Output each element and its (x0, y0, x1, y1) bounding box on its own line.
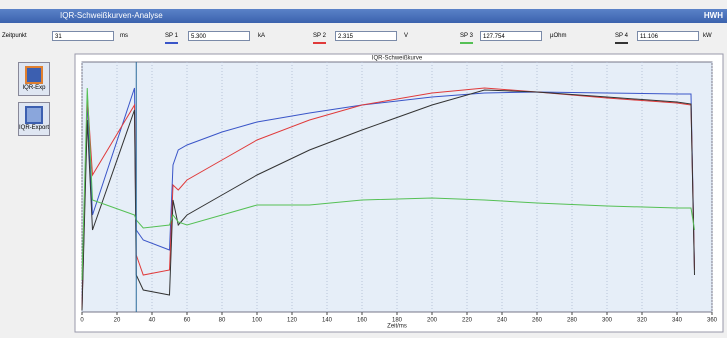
button-label: IQR-Export (19, 125, 50, 131)
field-unit: kW (703, 33, 712, 39)
chart: IQR-Schweißkurve 0 20 40 60 80 100 120 140 160 180… (74, 53, 724, 333)
x-tick-label: 80 (219, 318, 226, 324)
x-tick-label: 160 (357, 318, 368, 324)
export-button[interactable]: IQR-Export (18, 102, 50, 136)
field-value[interactable]: 11.106 (637, 31, 699, 41)
x-tick-label: 200 (427, 318, 438, 324)
field-value[interactable]: 31 (52, 31, 114, 41)
x-tick-label: 320 (637, 318, 648, 324)
series-line (81, 89, 695, 311)
side-panel: IQR-Exp IQR-Export (0, 48, 72, 338)
field-unit: kA (258, 33, 266, 39)
x-tick-label: 100 (252, 318, 263, 324)
window-title: IQR-Schweißkurven-Analyse (60, 11, 163, 20)
field-unit: ms (120, 33, 128, 39)
x-tick-label: 120 (287, 318, 298, 324)
corner-label: HWH (703, 11, 723, 20)
field-label: SP 3 (460, 30, 473, 44)
field-unit: V (404, 33, 409, 39)
chart-title: IQR-Schweißkurve (372, 56, 423, 62)
x-tick-label: 40 (149, 318, 156, 324)
field-value[interactable]: 2.315 (335, 31, 397, 41)
x-tick-label: 300 (602, 318, 613, 324)
x-tick-label: 340 (672, 318, 683, 324)
field-value[interactable]: 5.300 (188, 31, 250, 41)
x-tick-label: 0 (80, 318, 84, 324)
series-line (81, 87, 695, 281)
x-tick-label: 180 (392, 318, 403, 324)
x-tick-label: 220 (462, 318, 473, 324)
x-axis-label: Zeit/ms (387, 324, 407, 330)
field-label: Zeitpunkt (2, 33, 27, 39)
field-value[interactable]: 127.754 (480, 31, 542, 41)
title-bar: IQR-Schweißkurven-Analyse HWH (0, 9, 727, 23)
field-label: SP 1 (165, 30, 178, 44)
export-button[interactable]: IQR-Exp (18, 62, 50, 96)
x-tick-label: 140 (322, 318, 333, 324)
field-label: SP 2 (313, 30, 326, 44)
x-tick-label: 20 (114, 318, 121, 324)
field-label: SP 4 (615, 30, 628, 44)
x-tick-label: 60 (184, 318, 191, 324)
x-tick-label: 280 (567, 318, 578, 324)
field-unit: µOhm (550, 33, 567, 39)
x-tick-label: 240 (497, 318, 508, 324)
button-label: IQR-Exp (22, 85, 46, 91)
x-tick-label: 260 (532, 318, 543, 324)
x-tick-label: 360 (707, 318, 718, 324)
